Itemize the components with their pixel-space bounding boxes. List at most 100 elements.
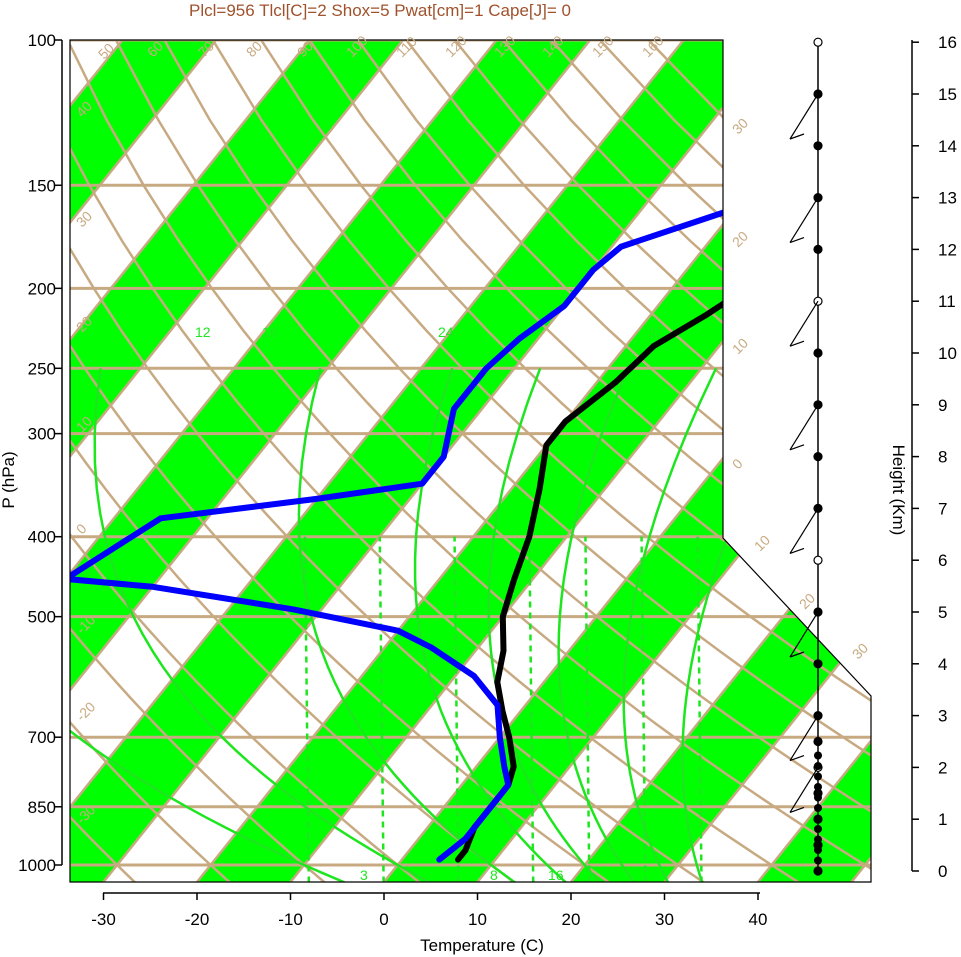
isotherm-line: [70, 40, 498, 882]
wind-dot: [814, 751, 822, 760]
dry-adiabat: [308, 40, 871, 882]
wind-barb-flag: [789, 547, 805, 554]
wind-dot: [814, 762, 822, 770]
dry-adiabat: [70, 40, 231, 882]
isotherm-label: 150: [589, 32, 617, 60]
wind-barb: [789, 93, 819, 140]
y-tick-label: 100: [28, 31, 56, 50]
wind-barb-flag: [789, 237, 805, 244]
dry-adiabat: [70, 40, 421, 882]
y-tick-label: 300: [28, 425, 56, 444]
isotherm-line: [663, 40, 871, 882]
wind-dot: [814, 814, 822, 823]
wind-barb: [789, 197, 819, 243]
wind-barb-flag: [789, 755, 805, 762]
wind-barb: [789, 611, 819, 658]
y-tick-label: 500: [28, 608, 56, 627]
wind-barb-flag: [789, 340, 805, 347]
isotherm-label: 30: [849, 640, 871, 662]
mixing-ratio-label: 32: [648, 324, 664, 340]
mixing-ratio-label: 8: [490, 867, 498, 883]
dry-adiabat: [70, 40, 705, 882]
dry-adiabat: [114, 40, 871, 882]
isotherm-label: 110: [393, 33, 420, 60]
y-tick-label: 850: [28, 798, 56, 817]
temp-band: [70, 40, 404, 882]
isotherm-label: 10: [751, 532, 773, 554]
isotherm-label: 10: [729, 335, 751, 357]
wind-dot: [814, 825, 822, 833]
height-tick-label: 2: [938, 758, 947, 777]
mixing-ratio-line: [696, 536, 703, 882]
dry-adiabat: [70, 40, 516, 882]
y-axis-title: P (hPa): [0, 451, 18, 508]
mixing-ratio-line: [378, 536, 385, 882]
dewpoint-line: [70, 87, 871, 863]
mixing-ratio-label: 16: [262, 324, 278, 340]
mixing-ratio-label: 3: [360, 867, 368, 883]
dry-adiabat: [70, 40, 136, 882]
isotherm-label: 0: [729, 455, 746, 472]
height-tick-label: 4: [938, 655, 947, 674]
isotherm-line: [70, 40, 592, 882]
height-tick-label: 10: [938, 344, 957, 363]
moist-adiabat: [297, 368, 516, 882]
temp-band: [70, 40, 778, 882]
wind-barb: [789, 300, 819, 347]
x-tick-label: 40: [749, 910, 768, 929]
wind-dot: [813, 452, 823, 462]
y-tick-label: 150: [28, 176, 56, 195]
height-tick-label: 7: [938, 499, 947, 518]
y-axis: 100 150 200 250 300 400 500 700 850 1000: [18, 31, 63, 875]
y-tick-label: 250: [28, 359, 56, 378]
isotherm-label: -20: [73, 698, 99, 724]
wind-dot: [814, 804, 822, 812]
wind-dot: [814, 835, 822, 844]
y-tick-label: 1000: [18, 856, 56, 875]
wind-barb-flag: [789, 806, 805, 813]
x-axis-title: Temperature (C): [420, 936, 544, 955]
height-tick-label: 8: [938, 448, 947, 467]
isotherm-line: [70, 40, 218, 882]
dry-adiabat: [70, 40, 871, 882]
height-tick-label: 3: [938, 707, 947, 726]
dry-adiabat: [356, 40, 871, 882]
moist-adiabat: [93, 368, 431, 882]
height-tick-label: 12: [938, 240, 957, 259]
height-tick-label: 14: [938, 137, 957, 156]
moist-adiabat: [413, 367, 567, 882]
wind-dot: [814, 856, 822, 865]
isotherm-label: 120: [442, 32, 470, 60]
wind-barb-flag: [789, 133, 805, 140]
wind-dot: [814, 772, 822, 781]
y-tick-label: 400: [28, 528, 56, 547]
temp-band: [70, 40, 591, 882]
mixing-ratio-label: 12: [195, 324, 211, 340]
wind-barb-flag: [789, 444, 805, 451]
x-axis: -30 -20 -10 0 10 20 30 40: [91, 892, 768, 929]
wind-dot: [814, 867, 822, 875]
x-tick-label: -30: [91, 910, 116, 929]
isotherm-line: [70, 40, 311, 882]
x-tick-label: -20: [185, 910, 210, 929]
wind-dot: [813, 555, 823, 565]
mixing-ratio-label: 24: [438, 324, 454, 340]
isotherm-line: [756, 40, 871, 882]
wind-dot: [813, 659, 823, 669]
x-tick-label: 20: [562, 910, 581, 929]
isotherm-label: 20: [729, 228, 751, 250]
dry-adiabat: [163, 40, 871, 882]
x-tick-label: -10: [278, 910, 303, 929]
chart-title: Plcl=956 Tlcl[C]=2 Shox=5 Pwat[cm]=1 Cap…: [189, 1, 571, 20]
wind-barb-flag: [789, 651, 805, 658]
x-tick-label: 30: [655, 910, 674, 929]
isotherm-line: [70, 40, 685, 882]
height-tick-label: 11: [938, 292, 956, 311]
isotherm-label: 0: [73, 520, 90, 537]
isotherm-label: 30: [729, 115, 751, 137]
height-tick-label: 6: [938, 551, 947, 570]
wind-barb: [789, 767, 819, 813]
isotherm-line: [70, 40, 405, 882]
